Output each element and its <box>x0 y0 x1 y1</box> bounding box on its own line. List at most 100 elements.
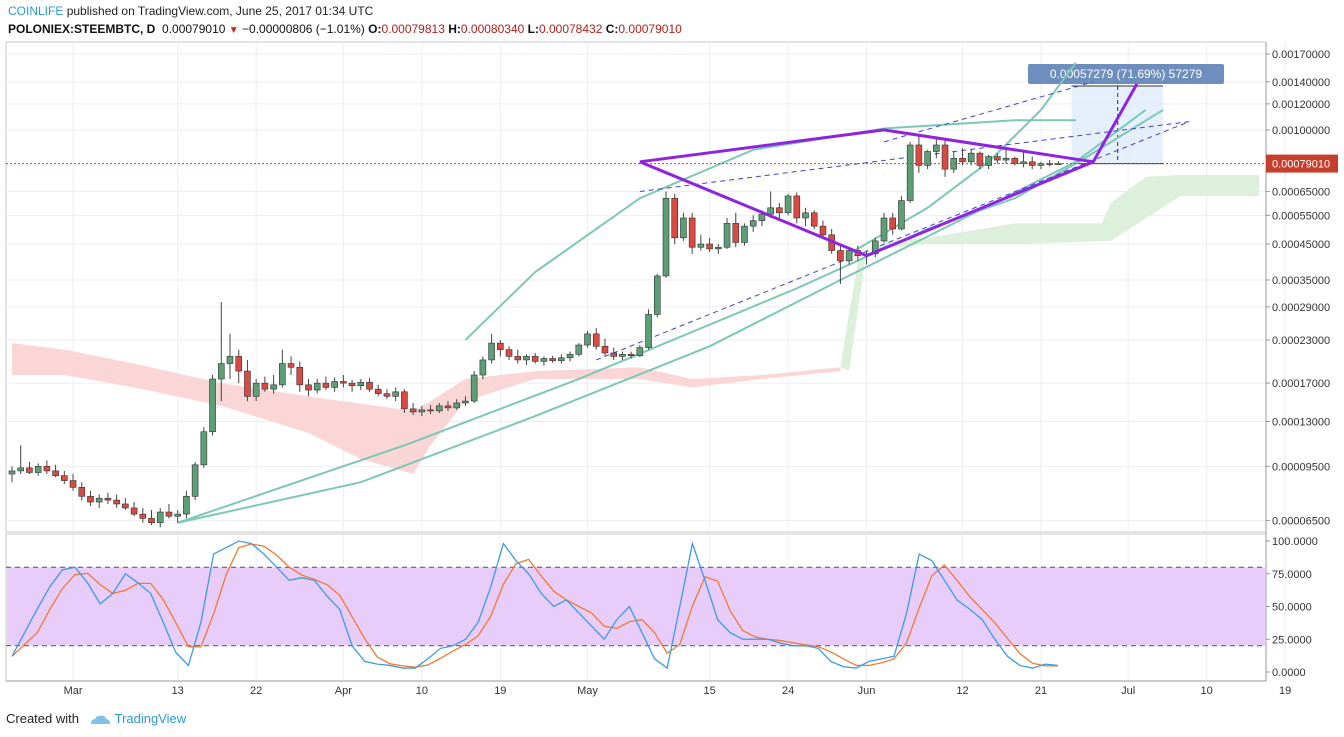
fib-arc-1 <box>177 109 1147 524</box>
pattern-projection <box>1091 83 1139 163</box>
price-tick-label: 0.00009500 <box>1272 461 1330 473</box>
candle-up <box>453 402 461 409</box>
candle-up <box>898 200 905 230</box>
candle-up <box>715 246 722 250</box>
candle-down <box>810 212 818 227</box>
tradingview-link[interactable]: TradingView <box>114 711 187 726</box>
candle-up <box>1002 157 1010 161</box>
candle-up <box>653 275 661 315</box>
candle-down <box>793 195 801 219</box>
price-pane[interactable] <box>5 41 1267 533</box>
candle-up <box>558 357 565 361</box>
candle-down <box>505 349 513 357</box>
time-tick-label: Jul <box>1121 685 1135 697</box>
candle-up <box>784 195 792 214</box>
candle-down <box>671 197 679 239</box>
candle-down <box>348 382 356 387</box>
candle-up <box>252 382 260 397</box>
price-tick-label: 0.00029000 <box>1272 302 1330 314</box>
price-tick-label: 0.00055000 <box>1272 210 1330 222</box>
candle-up <box>566 354 574 359</box>
candle-down <box>296 366 304 386</box>
time-axis[interactable]: Mar 13 22 Apr 10 19 May 15 24 Jun 12 21 Jul 10 19 <box>6 680 1291 697</box>
harmonic-pattern <box>639 83 1139 258</box>
open-label: O: <box>368 22 382 36</box>
price-tick-label: 0.00120000 <box>1272 99 1330 111</box>
candle-down <box>706 243 713 250</box>
dashed-trendline-3 <box>883 81 1094 143</box>
candle-down <box>305 384 312 391</box>
time-tick-label: 24 <box>782 685 794 697</box>
candle-up <box>540 358 548 362</box>
candle-down <box>69 480 77 488</box>
candle-down <box>26 467 33 473</box>
time-tick-label: 12 <box>956 685 968 697</box>
price-tick-label: 0.00023000 <box>1272 335 1330 347</box>
candle-up <box>488 342 495 361</box>
candle-down <box>261 382 269 390</box>
price-axis[interactable]: 0.00170000 0.00140000 0.00120000 0.00100000… <box>1265 42 1338 681</box>
stoch-band <box>7 567 1265 646</box>
candle-up <box>584 333 591 346</box>
close-label: C: <box>605 22 619 36</box>
last-price-tag <box>1266 154 1338 173</box>
candle-down <box>776 207 783 214</box>
tradingview-cloud-icon <box>90 715 110 724</box>
candle-down <box>322 382 330 388</box>
price-tick-label: 0.00170000 <box>1272 49 1330 61</box>
candle-down <box>130 507 138 515</box>
candle-down <box>549 358 556 361</box>
stoch-tick-label: 50.0000 <box>1272 602 1312 614</box>
stoch-k-line <box>11 540 1058 670</box>
high-label: H: <box>448 22 461 36</box>
candle-up <box>183 496 190 515</box>
author-link[interactable]: COINLIFE <box>8 4 64 18</box>
candle-up <box>924 151 931 166</box>
price-tick-label: 0.00140000 <box>1272 77 1330 89</box>
stoch-tick-label: 75.0000 <box>1272 569 1312 581</box>
candle-up <box>933 144 940 152</box>
candle-up <box>200 431 208 466</box>
measure-tag <box>1028 64 1224 84</box>
candle-down <box>148 518 155 524</box>
candle-up <box>636 347 644 357</box>
last-price-tag-label: 0.00079010 <box>1272 159 1330 171</box>
candle-down <box>52 470 59 476</box>
time-tick-label: 13 <box>172 685 184 697</box>
candle-up <box>331 381 338 388</box>
candle-down <box>994 156 1001 161</box>
candle-down <box>976 152 984 166</box>
measure-box: 0.00057279 (71.69%) 57279 <box>1028 64 1224 165</box>
candle-down <box>889 217 897 230</box>
candle-up <box>845 250 853 262</box>
candle-up <box>313 382 321 391</box>
time-tick-label: 15 <box>703 685 715 697</box>
candle-down <box>87 496 94 503</box>
candle-up <box>967 152 975 163</box>
candle-down <box>627 354 635 357</box>
candle-up <box>723 223 731 248</box>
price-tick-label: 0.00065000 <box>1272 186 1330 198</box>
candle-up <box>880 217 888 242</box>
candle-down <box>78 487 86 497</box>
candle-up <box>575 344 583 355</box>
candle-down <box>139 513 147 519</box>
candle-down <box>959 157 966 163</box>
candle-up <box>470 374 478 402</box>
candle-up <box>758 213 766 221</box>
candle-down <box>1011 157 1019 164</box>
candle-up <box>767 207 774 215</box>
grid <box>6 42 1286 680</box>
candle-up <box>156 511 164 524</box>
time-tick-label: 19 <box>1279 685 1291 697</box>
candle-down <box>601 346 609 354</box>
candle-up <box>418 409 426 413</box>
cloud-bullish <box>840 174 1259 372</box>
published-text: published on TradingView.com, June 25, 2… <box>66 4 374 18</box>
candle-up <box>17 467 25 472</box>
candle-up <box>435 405 443 412</box>
time-tick-label: Mar <box>64 685 83 697</box>
stoch-tick-label: 0.0000 <box>1272 667 1306 679</box>
low-label: L: <box>527 22 539 36</box>
